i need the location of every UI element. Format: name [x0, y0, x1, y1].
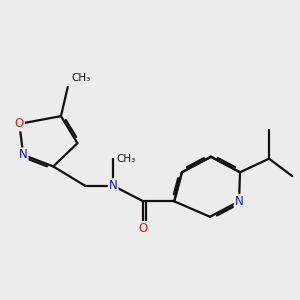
Text: N: N: [109, 179, 118, 192]
Text: CH₃: CH₃: [116, 154, 135, 164]
Text: O: O: [139, 222, 148, 235]
Text: N: N: [19, 148, 28, 161]
Text: O: O: [15, 117, 24, 130]
Text: CH₃: CH₃: [72, 73, 91, 83]
Text: N: N: [235, 195, 243, 208]
